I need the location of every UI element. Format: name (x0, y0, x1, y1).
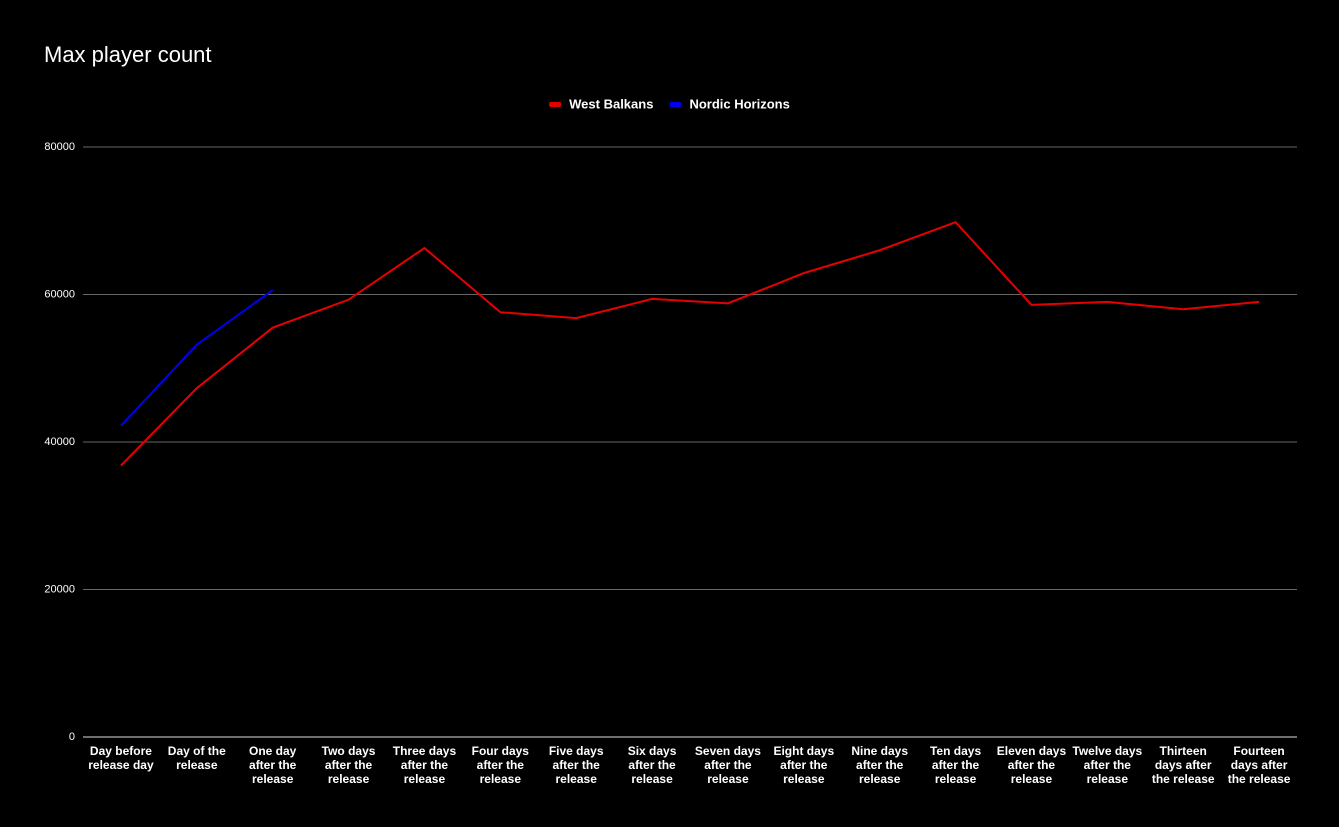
x-tick-label: Eleven days after the release (996, 744, 1067, 786)
legend-label: West Balkans (569, 96, 653, 111)
legend-swatch (669, 102, 682, 107)
series-line (120, 221, 1260, 467)
y-tick-label: 40000 (44, 436, 75, 448)
x-tick-label: Thirteen days after the release (1151, 744, 1215, 786)
y-tick-label: 0 (69, 731, 75, 743)
y-tick-label: 20000 (44, 583, 75, 595)
legend-swatch (549, 102, 562, 107)
x-tick-label: Two days after the release (321, 744, 376, 786)
x-tick-label: Three days after the release (392, 744, 457, 786)
x-tick-label: Ten days after the release (929, 744, 982, 786)
y-tick-label: 80000 (44, 141, 75, 153)
x-tick-label: Four days after the release (471, 744, 529, 786)
x-tick-label: Seven days after the release (694, 744, 761, 786)
x-tick-label: Twelve days after the release (1072, 744, 1143, 786)
x-tick-label: Day before release day (88, 744, 154, 772)
x-tick-label: Fourteen days after the release (1227, 744, 1291, 786)
x-tick-label: One day after the release (249, 744, 297, 786)
x-tick-label: Eight days after the release (773, 744, 835, 786)
x-tick-label: Five days after the release (548, 744, 604, 786)
y-tick-label: 60000 (44, 288, 75, 300)
series-line (120, 289, 274, 427)
legend-label: Nordic Horizons (689, 96, 789, 111)
x-tick-label: Nine days after the release (851, 744, 909, 786)
x-tick-label: Six days after the release (627, 744, 677, 786)
x-tick-label: Day of the release (167, 744, 226, 772)
chart-title: Max player count (44, 42, 212, 67)
